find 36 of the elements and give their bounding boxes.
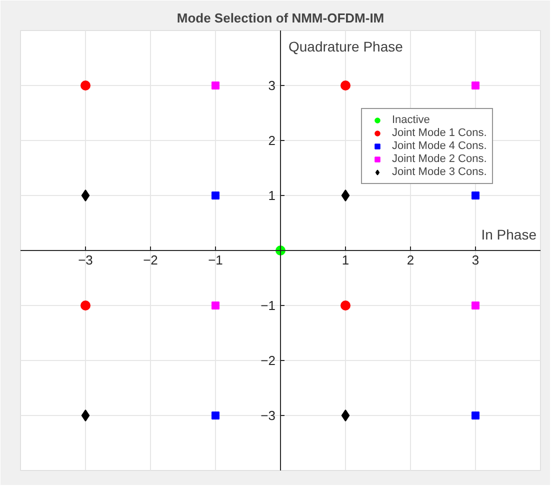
point [340,300,350,310]
x-tick-label: −3 [78,252,93,268]
x-tick-label: 1 [342,252,350,268]
y-tick-label: 3 [268,78,276,93]
x-tick-label: 2 [406,252,414,268]
point [212,302,220,310]
y-tick-label: −1 [260,298,276,313]
point [341,410,350,422]
point [212,192,220,200]
y-axis-title: Quadrature Phase [288,38,404,54]
point [472,412,480,420]
point [340,80,350,90]
point [341,190,350,202]
y-tick-label: 1 [268,188,276,203]
y-tick-label: −2 [260,353,276,368]
chart-title: Mode Selection of NMM-OFDM-IM [176,10,384,26]
legend-label: Joint Mode 2 Cons. [392,153,487,165]
point [212,412,220,420]
legend-label: Inactive [392,114,430,126]
point [80,80,90,90]
y-tick-label: 2 [268,133,276,148]
x-tick-label: 3 [472,252,480,268]
x-tick-label: −2 [143,252,158,268]
x-tick-label: −1 [208,252,223,268]
legend-label: Joint Mode 3 Cons. [392,166,487,178]
x-axis-title: In Phase [481,226,537,242]
point [80,300,90,310]
point [81,410,90,422]
point [472,302,480,310]
point [81,190,90,202]
y-tick-label: −3 [260,408,276,423]
legend-label: Joint Mode 1 Cons. [392,127,487,139]
point [472,192,480,200]
point [212,82,220,90]
legend-label: Joint Mode 4 Cons. [392,140,487,152]
point [472,82,480,90]
